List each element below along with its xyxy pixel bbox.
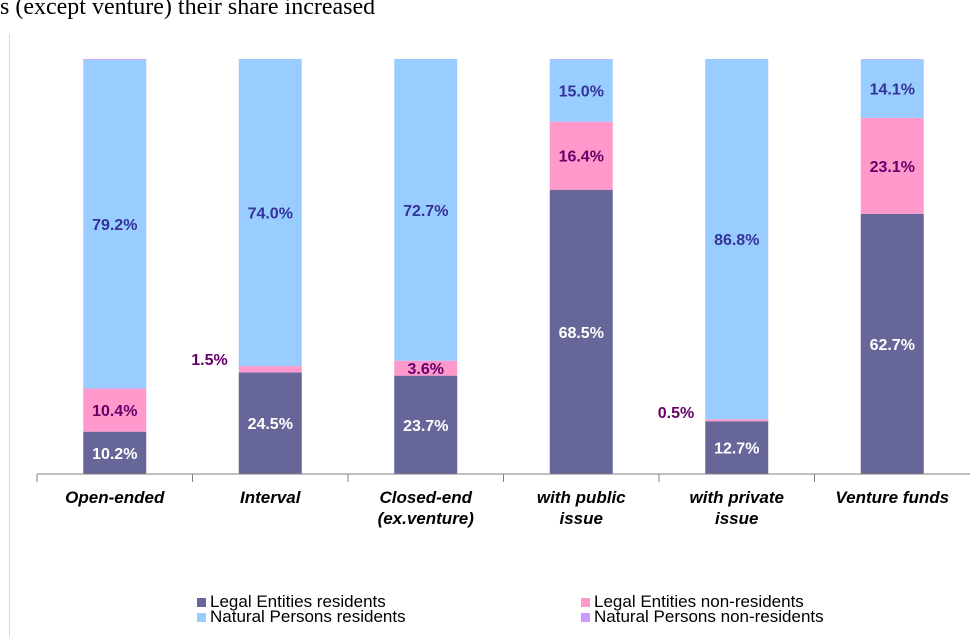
category-label-2-1: (ex.venture) (378, 509, 475, 528)
category-label-0-0: Open-ended (65, 488, 165, 507)
legend-item-natural-nonresidents: Natural Persons non-residents (581, 607, 824, 627)
legend-swatch-natural-residents (197, 612, 206, 622)
data-label-legal-residents-0: 10.2% (92, 446, 137, 463)
data-label-natural-residents-3: 15.0% (559, 84, 604, 101)
data-label-legal-residents-2: 23.7% (403, 418, 448, 435)
data-label-legal-nonresidents-2: 3.6% (408, 361, 444, 378)
category-label-3-0: with public (537, 488, 626, 507)
legend-label-legal-residents: Legal Entities residents (210, 592, 386, 611)
data-label-legal-nonresidents-4: 0.5% (658, 405, 694, 422)
legend-swatch-natural-nonresidents (581, 612, 590, 622)
data-label-legal-residents-4: 12.7% (714, 441, 759, 458)
legend-swatch-legal-nonresidents (581, 597, 590, 607)
data-label-natural-residents-4: 86.8% (714, 232, 759, 249)
legend-item-natural-residents: Natural Persons residents (197, 607, 406, 627)
data-label-natural-residents-2: 72.7% (403, 203, 448, 220)
bar-legal-nonresidents-2 (394, 360, 458, 376)
bar-legal-nonresidents-3 (549, 121, 613, 190)
legend-item-legal-nonresidents: Legal Entities non-residents (581, 592, 804, 612)
legend-item-legal-residents: Legal Entities residents (197, 592, 386, 612)
data-label-legal-nonresidents-0: 10.4% (92, 403, 137, 420)
legend-label-legal-nonresidents: Legal Entities non-residents (594, 592, 804, 611)
bar-legal-nonresidents-0 (83, 388, 147, 432)
data-label-natural-residents-5: 14.1% (870, 82, 915, 99)
data-label-natural-residents-1: 74.0% (248, 206, 293, 223)
bar-natural-residents-2 (394, 59, 458, 361)
bar-legal-residents-1 (238, 372, 302, 474)
data-label-legal-residents-1: 24.5% (248, 416, 293, 433)
bar-legal-residents-3 (549, 189, 613, 474)
data-label-legal-residents-3: 68.5% (559, 325, 604, 342)
category-label-5-0: Venture funds (835, 488, 949, 507)
bar-legal-nonresidents-5 (860, 117, 924, 214)
legend-swatch-legal-residents (197, 597, 206, 607)
bar-natural-residents-0 (83, 59, 147, 389)
bar-legal-nonresidents-4 (705, 419, 769, 422)
data-label-legal-residents-5: 62.7% (870, 337, 915, 354)
data-label-legal-nonresidents-5: 23.1% (870, 159, 915, 176)
category-label-1-0: Interval (240, 488, 302, 507)
bar-natural-residents-4 (705, 59, 769, 420)
bar-legal-nonresidents-1 (238, 366, 302, 373)
category-label-3-1: issue (560, 509, 603, 528)
bar-legal-residents-2 (394, 375, 458, 474)
legend-label-natural-nonresidents: Natural Persons non-residents (594, 607, 824, 626)
data-label-legal-nonresidents-1: 1.5% (191, 352, 227, 369)
bar-legal-residents-4 (705, 421, 769, 474)
bar-natural-residents-1 (238, 59, 302, 367)
bar-natural-residents-5 (860, 59, 924, 118)
bar-legal-residents-0 (83, 431, 147, 474)
stacked-bar-chart: 10.2% 10.4% 79.2% Open-ended 24.5% 1.5% 74.0% I… (36, 59, 970, 528)
category-label-4-0: with private (690, 488, 784, 507)
data-label-legal-nonresidents-3: 16.4% (559, 149, 604, 166)
chart-subtitle: s (except venture) their share increased (0, 0, 376, 20)
left-divider (9, 34, 10, 637)
legend-label-natural-residents: Natural Persons residents (210, 607, 406, 626)
bar-legal-residents-5 (860, 213, 924, 475)
data-label-natural-residents-0: 79.2% (92, 217, 137, 234)
bar-natural-nonresidents-0 (83, 59, 147, 60)
category-label-2-0: Closed-end (379, 488, 472, 507)
category-label-4-1: issue (715, 509, 758, 528)
bar-natural-residents-3 (549, 59, 613, 122)
